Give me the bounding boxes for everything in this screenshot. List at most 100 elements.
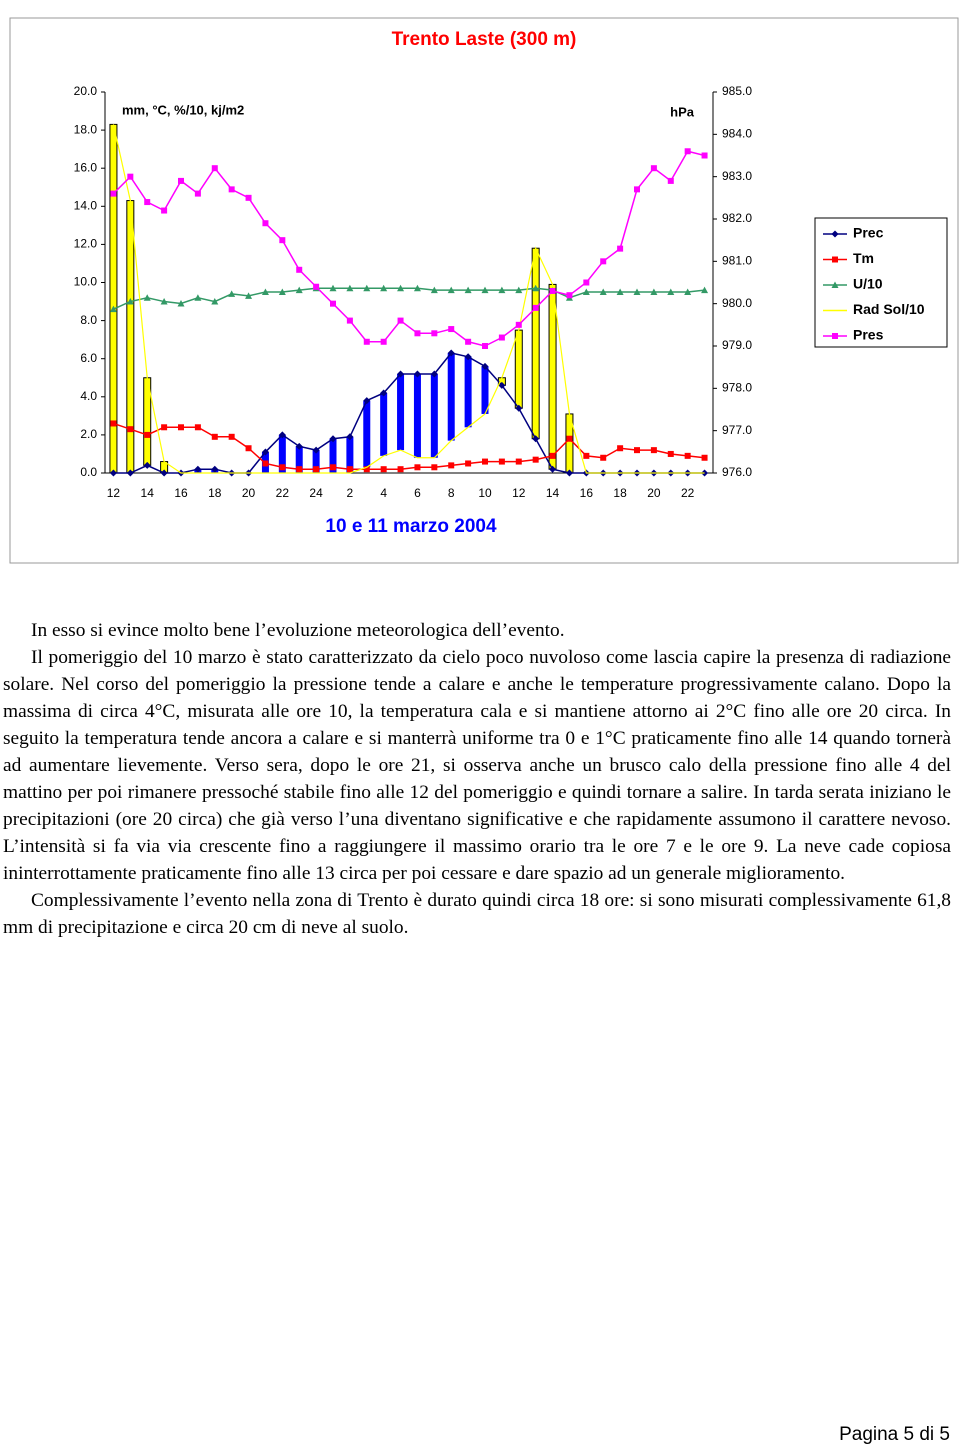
- marker: [211, 165, 218, 172]
- page-footer: Pagina 5 di 5: [839, 1424, 950, 1445]
- marker: [126, 469, 134, 477]
- marker: [498, 286, 506, 294]
- marker: [431, 330, 438, 337]
- marker: [498, 458, 505, 465]
- marker: [617, 245, 624, 252]
- marker: [549, 465, 557, 473]
- marker: [532, 456, 539, 463]
- marker: [565, 469, 573, 477]
- paragraph: Il pomeriggio del 10 marzo è stato carat…: [3, 647, 951, 884]
- marker: [346, 466, 353, 473]
- marker: [245, 292, 253, 299]
- x-tick-label: 12: [107, 486, 121, 500]
- marker: [583, 452, 590, 459]
- marker: [667, 288, 675, 296]
- up-down-bar: [295, 446, 303, 473]
- marker: [110, 420, 117, 427]
- marker: [498, 381, 506, 389]
- marker: [211, 465, 219, 473]
- marker: [211, 433, 218, 440]
- marker: [363, 466, 370, 473]
- legend-label: Prec: [853, 225, 884, 241]
- marker: [684, 148, 691, 155]
- marker: [279, 464, 286, 471]
- marker: [296, 266, 303, 273]
- x-tick-label: 14: [141, 486, 155, 500]
- marker: [228, 186, 235, 193]
- x-tick-label: 4: [380, 486, 387, 500]
- legend-label: U/10: [853, 276, 883, 292]
- marker: [295, 286, 303, 294]
- marker: [194, 465, 202, 473]
- marker: [447, 286, 455, 294]
- up-down-bar: [380, 392, 388, 456]
- y2-tick-label: 985.0: [722, 84, 752, 98]
- y2-tick-label: 983.0: [722, 169, 752, 183]
- up-down-bar: [548, 283, 557, 470]
- x-tick-label: 8: [448, 486, 455, 500]
- marker: [109, 305, 117, 313]
- marker: [448, 462, 455, 469]
- marker: [346, 433, 354, 441]
- marker: [161, 424, 168, 431]
- marker: [397, 466, 404, 473]
- marker: [397, 284, 405, 292]
- marker: [127, 426, 134, 433]
- marker: [430, 286, 438, 294]
- marker: [482, 343, 488, 349]
- marker: [296, 466, 303, 473]
- y2-tick-label: 977.0: [722, 423, 752, 437]
- marker: [262, 220, 269, 227]
- marker: [617, 445, 624, 452]
- marker: [279, 237, 286, 244]
- marker: [262, 460, 269, 467]
- marker: [447, 349, 455, 357]
- y-tick-label: 0.0: [80, 465, 97, 479]
- marker: [329, 284, 337, 292]
- marker: [380, 338, 387, 345]
- marker: [650, 447, 657, 454]
- marker: [464, 286, 472, 294]
- marker: [431, 464, 438, 471]
- marker: [464, 353, 472, 361]
- chart: Trento Laste (300 m) 10 e 11 marzo 2004 …: [9, 17, 959, 564]
- marker: [329, 435, 337, 443]
- x-tick-label: 10: [478, 486, 492, 500]
- marker: [566, 435, 573, 442]
- marker: [634, 447, 640, 454]
- marker: [313, 283, 320, 290]
- up-down-bar: [397, 373, 405, 451]
- legend-marker: [832, 333, 838, 339]
- marker: [430, 370, 438, 378]
- up-down-bar: [413, 373, 421, 458]
- marker: [278, 288, 286, 296]
- marker: [634, 186, 640, 193]
- up-down-bar: [447, 352, 455, 441]
- marker: [414, 464, 421, 471]
- marker: [177, 299, 185, 307]
- up-down-bar: [464, 356, 472, 428]
- series-line: [112, 124, 705, 474]
- up-down-bar: [346, 436, 354, 473]
- marker: [667, 450, 674, 457]
- marker: [211, 298, 219, 305]
- legend-label: Rad Sol/10: [853, 301, 925, 317]
- y-tick-label: 6.0: [80, 351, 97, 365]
- marker: [346, 317, 353, 324]
- marker: [566, 292, 573, 299]
- legend-marker: [831, 230, 839, 238]
- y-tick-label: 18.0: [74, 122, 98, 136]
- marker: [583, 279, 590, 286]
- marker: [109, 469, 117, 477]
- marker: [313, 466, 320, 473]
- x-tick-label: 24: [309, 486, 323, 500]
- legend-label: Tm: [853, 250, 874, 266]
- up-down-bar: [531, 247, 540, 440]
- marker: [194, 190, 201, 197]
- marker: [515, 321, 522, 328]
- paragraph: In esso si evince molto bene l’evoluzion…: [31, 620, 565, 641]
- marker: [363, 284, 371, 292]
- marker: [684, 452, 691, 459]
- marker: [582, 288, 590, 296]
- up-down-bar: [481, 366, 489, 414]
